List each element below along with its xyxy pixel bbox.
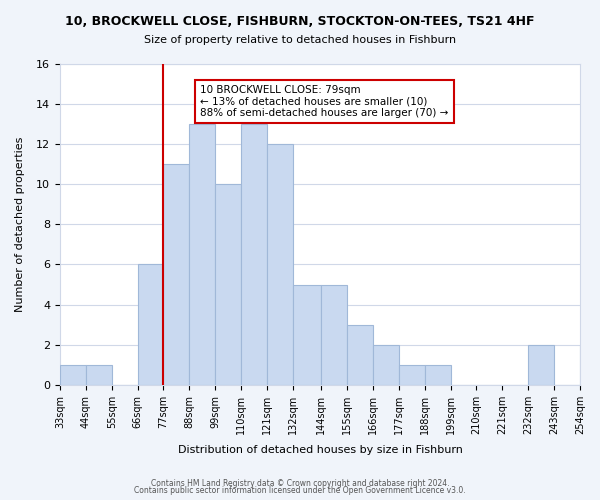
- Bar: [86, 364, 112, 385]
- Bar: [137, 264, 163, 385]
- Text: Contains HM Land Registry data © Crown copyright and database right 2024.: Contains HM Land Registry data © Crown c…: [151, 478, 449, 488]
- Y-axis label: Number of detached properties: Number of detached properties: [15, 136, 25, 312]
- Bar: [60, 364, 86, 385]
- Text: 10, BROCKWELL CLOSE, FISHBURN, STOCKTON-ON-TEES, TS21 4HF: 10, BROCKWELL CLOSE, FISHBURN, STOCKTON-…: [65, 15, 535, 28]
- Text: Contains public sector information licensed under the Open Government Licence v3: Contains public sector information licen…: [134, 486, 466, 495]
- Bar: [528, 344, 554, 385]
- Bar: [241, 124, 267, 385]
- Bar: [267, 144, 293, 385]
- Bar: [215, 184, 241, 385]
- X-axis label: Distribution of detached houses by size in Fishburn: Distribution of detached houses by size …: [178, 445, 463, 455]
- Text: 10 BROCKWELL CLOSE: 79sqm
← 13% of detached houses are smaller (10)
88% of semi-: 10 BROCKWELL CLOSE: 79sqm ← 13% of detac…: [200, 85, 449, 118]
- Bar: [321, 284, 347, 385]
- Bar: [373, 344, 399, 385]
- Bar: [347, 324, 373, 385]
- Bar: [580, 344, 600, 385]
- Bar: [425, 364, 451, 385]
- Text: Size of property relative to detached houses in Fishburn: Size of property relative to detached ho…: [144, 35, 456, 45]
- Bar: [190, 124, 215, 385]
- Bar: [399, 364, 425, 385]
- Bar: [293, 284, 321, 385]
- Bar: [163, 164, 190, 385]
